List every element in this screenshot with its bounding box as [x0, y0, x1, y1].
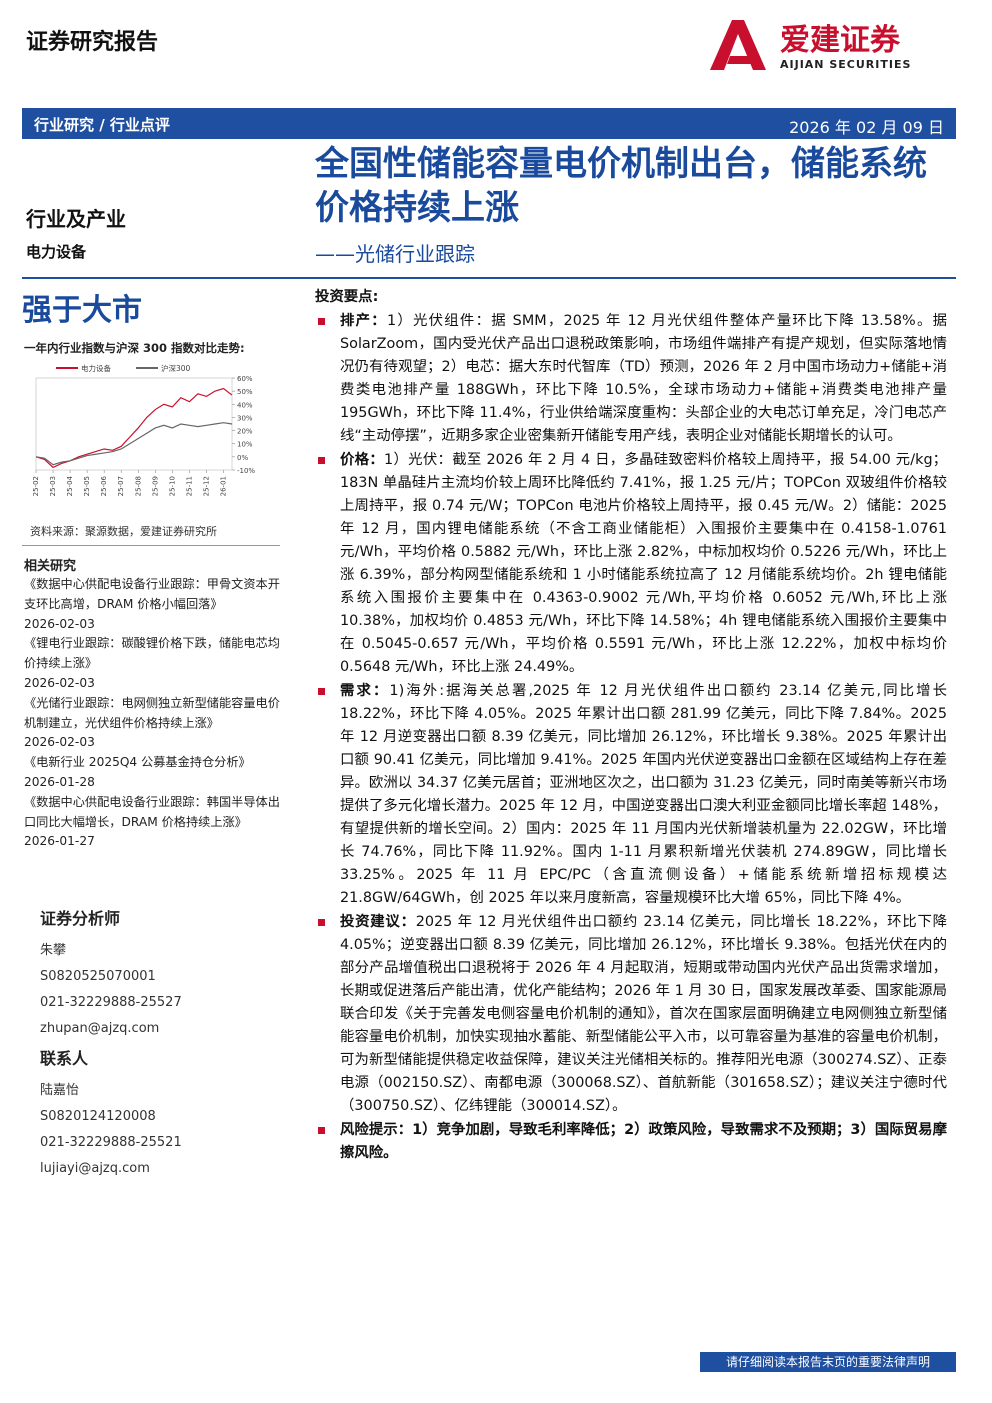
y-tick-label: -10% [237, 467, 255, 475]
key-point-label: 投资建议： [340, 914, 416, 930]
key-point: 排产：1）光伏组件：据 SMM，2025 年 12 月光伏组件整体产量环比下降 … [315, 310, 947, 448]
chart-caption: 一年内行业指数与沪深 300 指数对比走势: [24, 341, 245, 355]
legend-label: 沪深300 [161, 363, 191, 373]
contact-cert: S0820124120008 [40, 1109, 156, 1124]
key-point-text: 2025 年 12 月光伏组件出口额约 23.14 亿美元，同比增长 18.22… [340, 914, 947, 1114]
logo: 爱建证券 AIJIAN SECURITIES [710, 20, 911, 71]
analyst-phone: 021-32229888-25527 [40, 995, 182, 1010]
rating: 强于大市 [22, 293, 142, 328]
x-tick-label: 25-05 [83, 476, 91, 496]
subtitle: ——光储行业跟踪 [315, 242, 475, 266]
category-bar: 行业研究 / 行业点评 2026 年 02 月 09 日 [22, 108, 956, 139]
x-tick-label: 25-02 [32, 476, 40, 496]
title: 全国性储能容量电价机制出台，储能系统价格持续上涨 [315, 144, 927, 228]
key-point-text: 1）光伏组件：据 SMM，2025 年 12 月光伏组件整体产量环比下降 13.… [340, 313, 947, 444]
related-date: 2026-02-03 [24, 675, 95, 690]
analyst-cert: S0820525070001 [40, 969, 156, 984]
contact-phone: 021-32229888-25521 [40, 1135, 182, 1150]
x-tick-label: 25-06 [100, 475, 108, 496]
y-tick-label: 0% [237, 454, 248, 462]
key-point-text: 1）竞争加剧，导致毛利率降低；2）政策风险，导致需求不及预期；3）国际贸易摩擦风… [340, 1122, 947, 1161]
analyst-name: 朱攀 [40, 943, 67, 958]
related-list: 《数据中心供配电设备行业跟踪：甲骨文资本开支环比高增，DRAM 价格小幅回落》 2… [24, 575, 280, 852]
key-point-label: 风险提示： [340, 1122, 413, 1138]
y-tick-label: 40% [237, 401, 253, 409]
related-title: 《电新行业 2025Q4 公募基金持仓分析》 [24, 755, 251, 770]
x-tick-label: 25-07 [117, 476, 125, 496]
x-tick-label: 25-10 [168, 476, 176, 496]
y-tick-label: 10% [237, 441, 253, 449]
analyst-email: zhupan@ajzq.com [40, 1021, 160, 1036]
related-date: 2026-01-28 [24, 774, 95, 789]
report-label: 证券研究报告 [26, 30, 159, 55]
industry: 行业及产业 [26, 207, 126, 231]
y-tick-label: 50% [237, 388, 253, 396]
related-date: 2026-02-03 [24, 616, 95, 631]
contact-name: 陆嘉怡 [40, 1083, 80, 1098]
key-point: 风险提示：1）竞争加剧，导致毛利率降低；2）政策风险，导致需求不及预期；3）国际… [315, 1119, 947, 1165]
related-title: 《数据中心供配电设备行业跟踪：甲骨文资本开支环比高增，DRAM 价格小幅回落》 [24, 577, 280, 611]
key-point: 价格：1）光伏：截至 2026 年 2 月 4 日，多晶硅致密料价格较上周持平，… [315, 449, 947, 679]
related-title: 《数据中心供配电设备行业跟踪：韩国半导体出口同比大幅增长，DRAM 价格持续上涨… [24, 794, 280, 829]
contact-email: lujiayi@ajzq.com [40, 1161, 150, 1176]
x-tick-label: 25-12 [202, 476, 210, 496]
related-title: 《锂电行业跟踪：碳酸锂价格下跌，储能电芯均价持续上涨》 [24, 636, 280, 671]
footer: 请仔细阅读本报告末页的重要法律声明 [700, 1352, 956, 1372]
y-tick-label: 60% [237, 375, 253, 383]
related-date: 2026-01-27 [24, 834, 95, 849]
x-tick-label: 25-08 [134, 476, 142, 496]
related-heading: 相关研究 [24, 559, 77, 574]
divider [22, 277, 956, 279]
legend-label: 电力设备 [81, 363, 111, 373]
sector: 电力设备 [26, 243, 87, 261]
plot-frame [35, 377, 233, 471]
chart-source: 资料来源：聚源数据，爱建证券研究所 [30, 525, 217, 538]
key-point-label: 需求： [340, 683, 390, 699]
y-tick-label: 20% [237, 428, 253, 436]
key-point-text: 1）光伏：截至 2026 年 2 月 4 日，多晶硅致密料价格较上周持平，报 5… [340, 452, 947, 675]
key-point: 需求：1)海外:据海关总署,2025 年 12 月光伏组件出口额约 23.14 … [315, 680, 947, 910]
brand: 爱建证券 [780, 23, 901, 58]
related-date: 2026-02-03 [24, 735, 95, 750]
key-points: 投资要点: 排产：1）光伏组件：据 SMM，2025 年 12 月光伏组件整体产… [315, 286, 947, 1166]
brand-en: AIJIAN SECURITIES [780, 58, 911, 71]
x-tick-label: 26-01 [219, 476, 227, 496]
date: 2026 年 02 月 09 日 [789, 118, 944, 137]
key-point-text: 1)海外:据海关总署,2025 年 12 月光伏组件出口额约 23.14 亿美元… [340, 683, 947, 906]
series-line [35, 422, 233, 466]
y-tick-label: 30% [237, 414, 253, 422]
analyst-heading: 证券分析师 [40, 909, 121, 928]
x-tick-label: 25-03 [49, 476, 57, 496]
series-line [35, 387, 233, 469]
x-tick-label: 25-04 [66, 475, 74, 496]
related-title: 《光储行业跟踪：电网侧独立新型储能容量电价机制建立，光伏组件价格持续上涨》 [24, 695, 280, 730]
analysts: 证券分析师 朱攀 S0820525070001 021-32229888-255… [40, 906, 280, 1182]
category: 行业研究 / 行业点评 [34, 116, 170, 134]
key-points-heading: 投资要点: [315, 289, 379, 305]
contact-heading: 联系人 [40, 1049, 89, 1068]
x-tick-label: 25-09 [151, 476, 159, 496]
key-point: 投资建议：2025 年 12 月光伏组件出口额约 23.14 亿美元，同比增长 … [315, 911, 947, 1118]
key-point-label: 价格： [340, 452, 385, 468]
x-tick-label: 25-11 [185, 476, 193, 496]
key-point-label: 排产： [340, 313, 387, 329]
chart: -10% 0% 10% 20% 30% 40% 50% 60% 25-02 25-03 25-04 2… [32, 363, 255, 496]
divider [22, 545, 280, 546]
